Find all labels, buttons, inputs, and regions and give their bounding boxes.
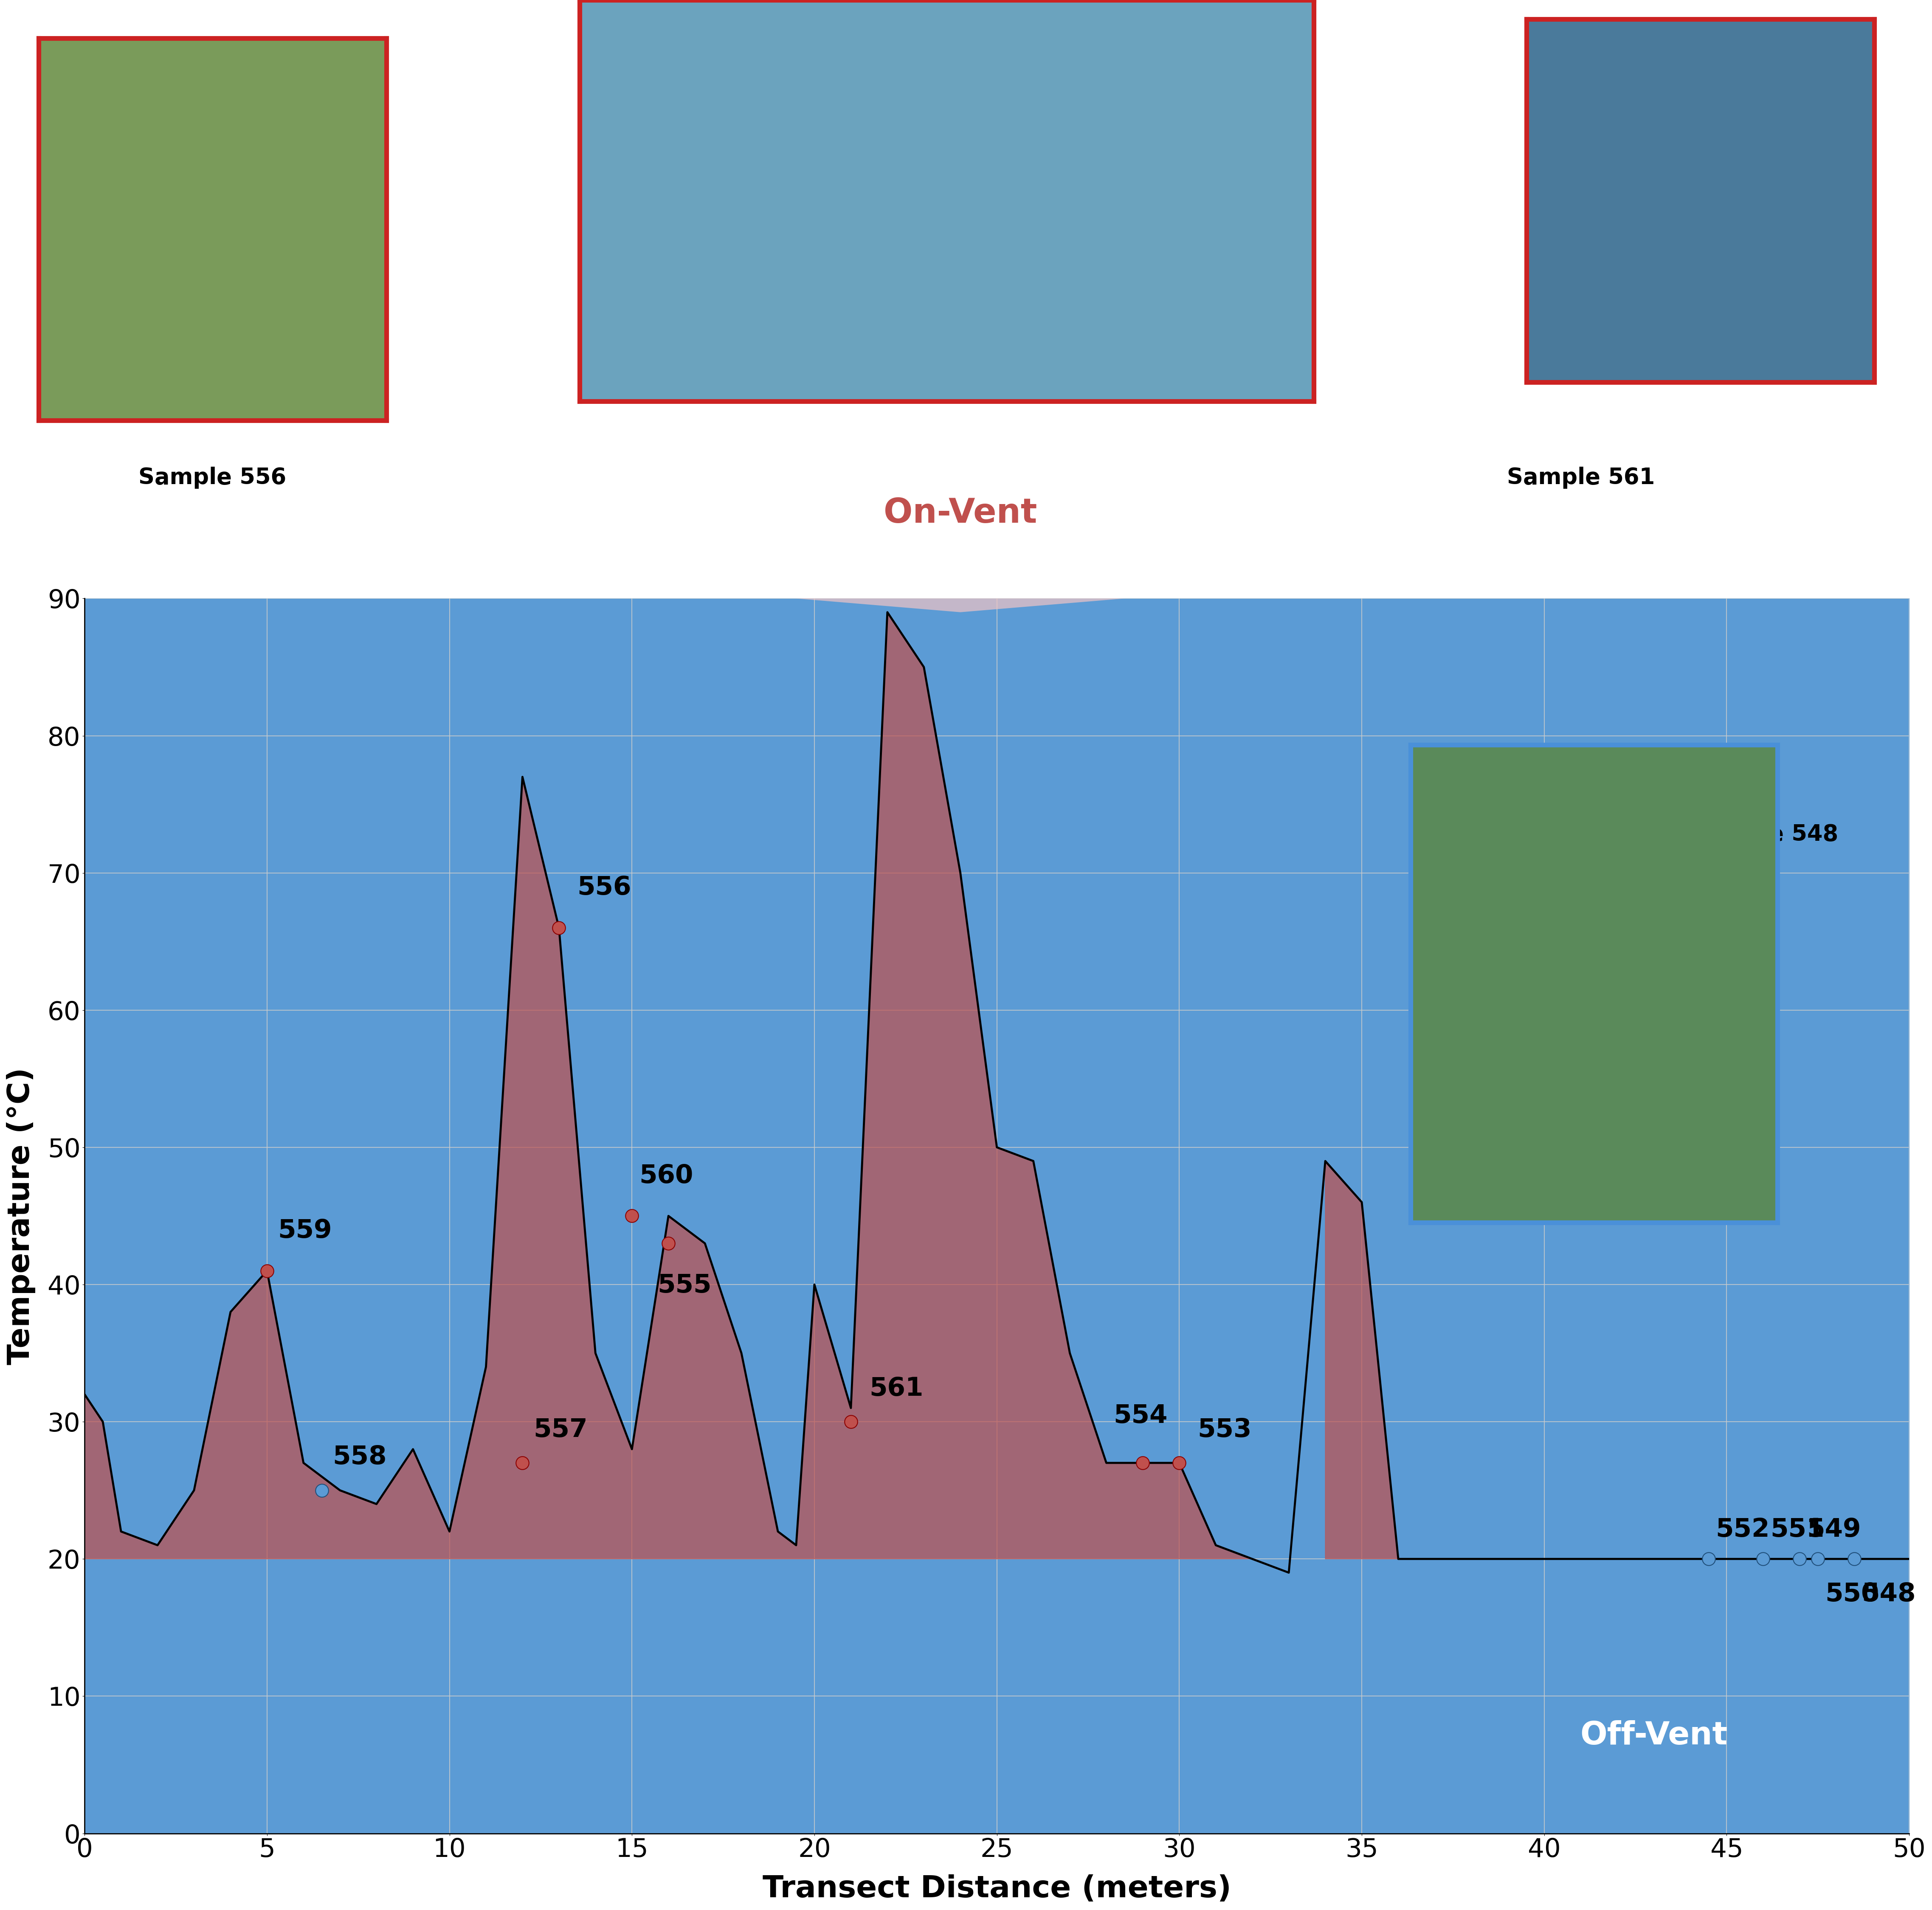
Text: 555: 555 <box>657 1274 711 1299</box>
Text: 551: 551 <box>1770 1517 1824 1543</box>
Text: 552: 552 <box>1716 1517 1770 1543</box>
Text: 556: 556 <box>578 875 632 900</box>
Text: Sample 556: Sample 556 <box>139 466 286 489</box>
Text: 557: 557 <box>533 1417 587 1442</box>
Text: 554: 554 <box>1113 1404 1167 1429</box>
Polygon shape <box>796 598 1124 613</box>
Text: 549: 549 <box>1806 1517 1861 1543</box>
Text: Sample 561: Sample 561 <box>1507 466 1654 489</box>
Text: Off-Vent: Off-Vent <box>1580 1721 1727 1751</box>
Text: 553: 553 <box>1198 1417 1252 1442</box>
Y-axis label: Temperature (°C): Temperature (°C) <box>6 1068 35 1364</box>
Text: 560: 560 <box>639 1163 694 1188</box>
Text: 548: 548 <box>1862 1581 1917 1606</box>
Text: 559: 559 <box>278 1219 332 1243</box>
Text: 558: 558 <box>332 1444 386 1471</box>
Text: 🌿: 🌿 <box>199 206 226 252</box>
Text: 561: 561 <box>869 1375 923 1402</box>
Text: Sample 548: Sample 548 <box>1690 823 1837 846</box>
Text: 550: 550 <box>1826 1581 1880 1606</box>
X-axis label: Transect Distance (meters): Transect Distance (meters) <box>763 1874 1231 1904</box>
Text: On-Vent: On-Vent <box>883 497 1037 529</box>
